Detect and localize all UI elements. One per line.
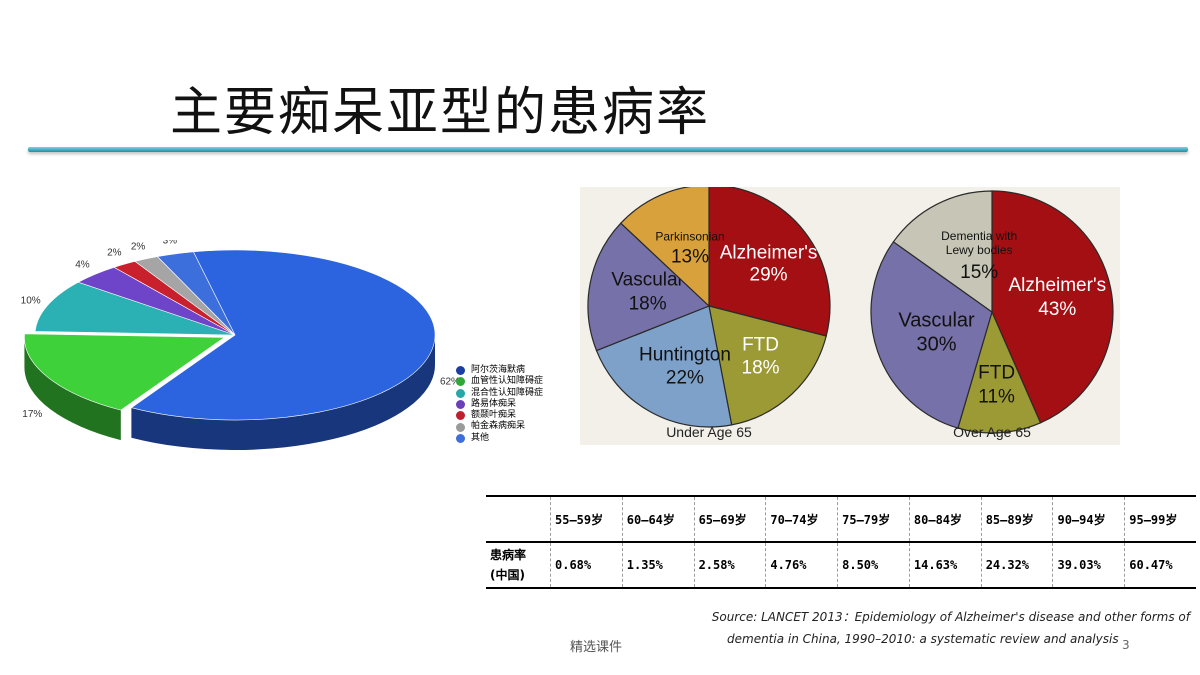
legend-label: 额颞叶痴呆 xyxy=(471,410,517,421)
legend-item: 路易体痴呆 xyxy=(456,399,543,410)
legend-swatch xyxy=(456,377,465,387)
legend-label: 其他 xyxy=(471,432,490,443)
pie-slice-label: Huntington 22% xyxy=(639,344,731,388)
under-65-caption: Under Age 65 xyxy=(666,424,752,440)
age-comparison-pies: Alzheimer's 29% FTD 18% Huntington 22% Vascula… xyxy=(580,187,1120,445)
footer-label: 精选课件 xyxy=(570,640,623,655)
prevalence-cell: 39.03% xyxy=(1052,542,1125,588)
legend-label: 血管性认知障碍症 xyxy=(471,376,544,387)
pie-slice xyxy=(156,251,236,336)
pie-slice-label: 10% xyxy=(21,295,41,306)
slide-title: 主要痴呆亚型的患病率 xyxy=(170,83,711,143)
legend-swatch xyxy=(456,388,465,398)
table-header-row: 55—59岁 60—64岁 65—69岁 70—74岁 75—79岁 80—84岁 85—8… xyxy=(486,496,1196,542)
pie-slice-label: 17% xyxy=(22,409,42,420)
legend-label: 路易体痴呆 xyxy=(471,398,517,409)
pie-slice-label: Alzheimer's 29% xyxy=(720,242,818,285)
pie-slice xyxy=(130,249,436,421)
pie-slice-side xyxy=(131,335,435,450)
pie-slice xyxy=(587,222,711,352)
legend-swatch xyxy=(456,433,465,443)
legend-item: 血管性认知障碍症 xyxy=(456,376,543,387)
pie-slice-label: 2% xyxy=(131,241,146,252)
row-label-cell: 患病率 (中国) xyxy=(486,542,551,588)
over-65-caption: Over Age 65 xyxy=(953,424,1031,440)
legend-swatch xyxy=(456,422,465,432)
pie-chart-china-subtypes: 62% 17% 10% 4% 2% 2% 3% xyxy=(21,240,460,450)
pie-slice-label: 62% xyxy=(440,377,460,388)
row-label: 患病率 xyxy=(490,548,527,562)
pie-slice xyxy=(870,240,993,429)
prevalence-cell: 8.50% xyxy=(837,542,910,588)
prevalence-cell: 4.76% xyxy=(765,542,838,588)
prevalence-cell: 60.47% xyxy=(1124,542,1196,588)
source-citation: Source: LANCET 2013：Epidemiology of Alzh… xyxy=(700,606,1190,650)
table-row: 患病率 (中国) 0.68% 1.35% 2.58% 4.76% 8.50% 14.63%… xyxy=(486,542,1196,588)
pie-slice-label: Dementia with Lewy bodies 15% xyxy=(941,229,1017,283)
pie-slice-label: 2% xyxy=(107,248,122,259)
legend-swatch xyxy=(456,366,465,376)
age-group-header: 75—79岁 xyxy=(837,496,910,542)
pie-slice-label: Vascular 18% xyxy=(611,270,684,315)
age-group-header: 90—94岁 xyxy=(1052,496,1125,542)
legend-item: 混合性认知障碍症 xyxy=(456,388,543,399)
pie-legend: 阿尔茨海默病 血管性认知障碍症 混合性认知障碍症 路易体痴呆 额颞叶痴呆 帕金森病痴呆 其他 xyxy=(456,365,543,444)
age-group-header: 85—89岁 xyxy=(980,496,1053,542)
age-group-header: 55—59岁 xyxy=(550,496,623,542)
pie-slice-label: 3% xyxy=(163,240,178,247)
pie-slice xyxy=(892,190,993,314)
legend-label: 混合性认知障碍症 xyxy=(471,387,544,398)
pie-slice xyxy=(34,281,236,336)
source-line-1: Source: LANCET 2013：Epidemiology of Alzh… xyxy=(711,610,1190,624)
pie-slice-label: Alzheimer's 43% xyxy=(1008,275,1106,320)
title-underline xyxy=(28,147,1188,152)
pie-slice xyxy=(708,305,827,426)
pie-slice xyxy=(957,310,1042,434)
prevalence-table: 55—59岁 60—64岁 65—69岁 70—74岁 75—79岁 80—84岁 85—8… xyxy=(486,495,1196,589)
pie-slice-side xyxy=(24,337,121,441)
legend-swatch xyxy=(456,400,465,410)
age-group-header: 95—99岁 xyxy=(1124,496,1196,542)
age-group-header: 80—84岁 xyxy=(908,496,982,542)
age-group-header: 60—64岁 xyxy=(621,496,695,542)
pie-slice xyxy=(24,333,226,411)
legend-item: 阿尔茨海默病 xyxy=(456,365,543,376)
pie-slice-label: FTD 18% xyxy=(742,335,780,379)
legend-swatch xyxy=(456,411,465,421)
pie-slice xyxy=(595,305,733,428)
legend-item: 额颞叶痴呆 xyxy=(456,410,543,421)
pie-slice-label: Vascular 30% xyxy=(898,310,975,356)
legend-label: 帕金森病痴呆 xyxy=(471,421,526,432)
pie-slice xyxy=(708,187,831,337)
pie-slice xyxy=(991,190,1114,424)
pie-slice-label: 4% xyxy=(75,259,90,270)
source-line-2: dementia in China, 1990–2010: a systemat… xyxy=(727,632,1119,646)
table-corner-cell xyxy=(486,496,551,542)
prevalence-cell: 2.58% xyxy=(693,542,766,588)
row-sublabel: (中国) xyxy=(490,568,525,582)
age-group-header: 70—74岁 xyxy=(765,496,838,542)
page-number: 3 xyxy=(1122,638,1130,652)
prevalence-cell: 0.68% xyxy=(550,542,623,588)
pie-slice xyxy=(619,187,710,308)
legend-item: 帕金森病痴呆 xyxy=(456,421,543,432)
prevalence-cell: 14.63% xyxy=(908,542,982,588)
prevalence-cell: 1.35% xyxy=(621,542,695,588)
prevalence-cell: 24.32% xyxy=(980,542,1053,588)
legend-label: 阿尔茨海默病 xyxy=(471,365,526,375)
pie-slice-label: Parkinsonian 13% xyxy=(655,229,724,267)
pie-slice-label: FTD 11% xyxy=(978,362,1015,407)
legend-item: 其他 xyxy=(456,433,543,444)
age-group-header: 65—69岁 xyxy=(693,496,766,542)
